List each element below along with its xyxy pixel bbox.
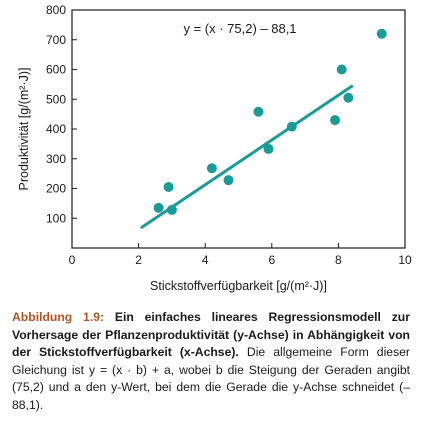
data-point [253, 106, 264, 117]
data-point [166, 204, 177, 215]
data-point [263, 143, 274, 154]
data-point [336, 64, 347, 75]
x-tick-label: 6 [268, 253, 275, 267]
data-point [163, 182, 174, 193]
plot-frame [71, 9, 406, 249]
data-point [343, 92, 354, 103]
data-point [330, 115, 341, 126]
y-tick-label: 300 [46, 152, 66, 166]
x-tick-label: 4 [202, 253, 209, 267]
regression-line [140, 84, 354, 229]
data-point [286, 121, 297, 132]
x-tick-label: 2 [135, 253, 142, 267]
y-tick-label: 100 [46, 211, 66, 225]
y-tick-label: 700 [46, 33, 66, 47]
caption-bold-text: Ein einfaches lineares Regressionsmodell… [12, 310, 410, 360]
x-tick-label: 10 [398, 253, 412, 267]
y-tick-label: 200 [46, 182, 66, 196]
caption-label: Abbildung 1.9: [12, 310, 105, 324]
chart-area: 0 2 4 6 8 10 100 200 300 400 500 600 700 800 Stickstof… [17, 3, 412, 293]
data-point [223, 175, 234, 186]
chart-svg: 0 2 4 6 8 10 100 200 300 400 500 600 700 800 Stickstof… [17, 3, 412, 293]
x-axis-title: Stickstoffverfügbarkeit [g/(m²·J)] [150, 279, 327, 293]
y-tick-label: 600 [46, 63, 66, 77]
y-tick-label: 400 [46, 122, 66, 136]
data-point [206, 163, 217, 174]
data-point [153, 202, 164, 213]
caption-text: Die allgemeine Form dieser Gleichung ist… [12, 345, 410, 412]
x-tick-label: 8 [335, 253, 342, 267]
y-tick-label: 800 [46, 3, 66, 17]
figure-caption: Abbildung 1.9: Ein einfaches lineares Re… [12, 309, 410, 415]
y-tick-label: 500 [46, 92, 66, 106]
scatter-chart: 0 2 4 6 8 10 100 200 300 400 500 600 700 800 Stickstof… [17, 3, 412, 293]
x-tick-label: 0 [69, 253, 76, 267]
y-axis-title: Produktivität [g/(m²·J)] [17, 68, 31, 191]
regression-equation: y = (x · 75,2) – 88,1 [183, 21, 296, 36]
data-point [376, 28, 387, 39]
